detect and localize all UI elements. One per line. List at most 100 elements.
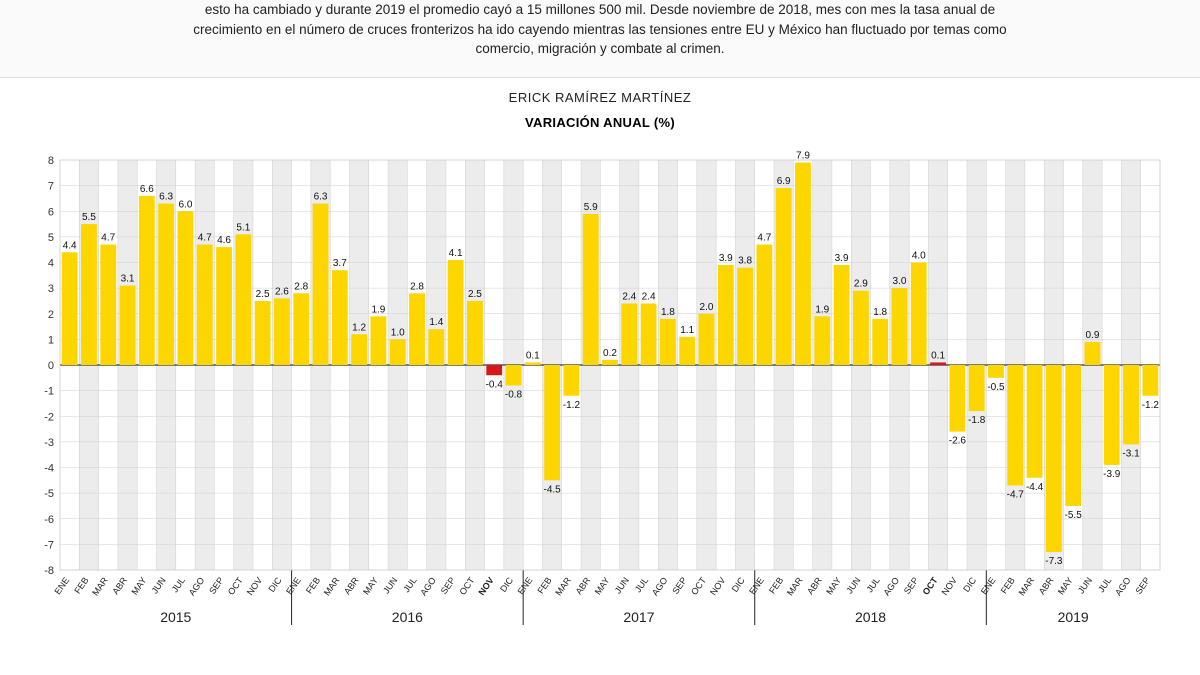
- svg-text:6: 6: [48, 206, 54, 218]
- svg-text:6.9: 6.9: [777, 176, 791, 187]
- svg-text:-7.3: -7.3: [1045, 556, 1063, 567]
- svg-text:5.1: 5.1: [236, 222, 250, 233]
- svg-text:SEP: SEP: [439, 575, 458, 595]
- svg-text:AGO: AGO: [418, 575, 438, 597]
- svg-text:3.7: 3.7: [333, 258, 347, 269]
- svg-text:2.4: 2.4: [642, 291, 656, 302]
- svg-text:FEB: FEB: [72, 575, 90, 595]
- svg-text:MAY: MAY: [593, 575, 612, 596]
- svg-text:OCT: OCT: [689, 575, 708, 597]
- svg-text:AGO: AGO: [187, 575, 207, 597]
- svg-text:NOV: NOV: [940, 575, 959, 597]
- svg-text:-1.2: -1.2: [563, 399, 581, 410]
- svg-text:-4.7: -4.7: [1007, 489, 1025, 500]
- svg-text:ENE: ENE: [52, 575, 71, 596]
- svg-text:6.3: 6.3: [314, 191, 328, 202]
- svg-text:FEB: FEB: [304, 575, 322, 595]
- svg-text:1.9: 1.9: [815, 304, 829, 315]
- svg-text:FEB: FEB: [999, 575, 1017, 595]
- svg-text:4.7: 4.7: [198, 232, 212, 243]
- svg-text:JUN: JUN: [844, 575, 862, 595]
- chart-title: VARIACIÓN ANUAL (%): [0, 111, 1200, 140]
- chart-container: -8-7-6-5-4-3-2-10123456784.45.54.73.16.6…: [0, 140, 1200, 640]
- svg-text:AGO: AGO: [650, 575, 670, 597]
- svg-text:MAR: MAR: [553, 575, 573, 598]
- svg-text:4.0: 4.0: [912, 250, 926, 261]
- svg-text:4.1: 4.1: [449, 248, 463, 259]
- svg-text:1: 1: [48, 334, 54, 346]
- svg-text:4.4: 4.4: [63, 240, 77, 251]
- svg-text:-0.8: -0.8: [505, 389, 523, 400]
- svg-text:OCT: OCT: [226, 575, 245, 597]
- svg-text:0.2: 0.2: [603, 348, 617, 359]
- svg-text:3.9: 3.9: [719, 253, 733, 264]
- svg-text:5.5: 5.5: [82, 212, 96, 223]
- svg-text:ENE: ENE: [747, 575, 766, 596]
- svg-text:MAY: MAY: [1056, 575, 1075, 596]
- svg-text:ENE: ENE: [979, 575, 998, 596]
- svg-text:JUL: JUL: [864, 575, 881, 594]
- svg-text:2.5: 2.5: [468, 289, 482, 300]
- svg-text:JUN: JUN: [1076, 575, 1094, 595]
- svg-text:3.1: 3.1: [121, 273, 135, 284]
- svg-text:3.0: 3.0: [893, 276, 907, 287]
- svg-text:4.7: 4.7: [757, 232, 771, 243]
- svg-text:MAR: MAR: [322, 575, 342, 598]
- svg-text:2.9: 2.9: [854, 278, 868, 289]
- svg-text:-1.8: -1.8: [968, 415, 986, 426]
- svg-text:JUL: JUL: [401, 575, 418, 594]
- svg-text:FEB: FEB: [536, 575, 554, 595]
- svg-text:MAY: MAY: [361, 575, 380, 596]
- svg-text:SEP: SEP: [207, 575, 226, 595]
- svg-text:6.0: 6.0: [178, 199, 192, 210]
- svg-text:2019: 2019: [1058, 609, 1089, 625]
- svg-text:-2.6: -2.6: [949, 435, 967, 446]
- svg-text:2.0: 2.0: [700, 301, 714, 312]
- svg-text:-4.4: -4.4: [1026, 481, 1044, 492]
- svg-text:-5.5: -5.5: [1065, 510, 1083, 521]
- svg-text:-2: -2: [44, 411, 54, 423]
- svg-text:ABR: ABR: [110, 575, 129, 596]
- svg-text:1.1: 1.1: [680, 325, 694, 336]
- svg-text:JUL: JUL: [633, 575, 650, 594]
- svg-text:-1: -1: [44, 385, 54, 397]
- svg-text:MAR: MAR: [785, 575, 805, 598]
- svg-text:OCT: OCT: [457, 575, 476, 597]
- svg-text:3.9: 3.9: [835, 253, 849, 264]
- svg-text:3: 3: [48, 283, 54, 295]
- svg-text:DIC: DIC: [498, 575, 515, 594]
- svg-text:DIC: DIC: [730, 575, 747, 594]
- svg-text:2015: 2015: [160, 609, 191, 625]
- svg-text:1.2: 1.2: [352, 322, 366, 333]
- svg-text:-4: -4: [44, 462, 54, 474]
- svg-text:3.8: 3.8: [738, 255, 752, 266]
- svg-text:JUL: JUL: [1096, 575, 1113, 594]
- svg-text:8: 8: [48, 155, 54, 167]
- svg-text:1.0: 1.0: [391, 327, 405, 338]
- svg-text:ABR: ABR: [574, 575, 593, 596]
- svg-text:-4.5: -4.5: [543, 484, 561, 495]
- svg-text:0: 0: [48, 360, 54, 372]
- svg-text:0.1: 0.1: [526, 350, 540, 361]
- svg-text:6.3: 6.3: [159, 191, 173, 202]
- svg-text:2.4: 2.4: [622, 291, 636, 302]
- svg-text:-7: -7: [44, 539, 54, 551]
- author-name: ERICK RAMÍREZ MARTÍNEZ: [0, 78, 1200, 111]
- svg-text:-0.5: -0.5: [987, 382, 1005, 393]
- svg-text:4: 4: [48, 257, 54, 269]
- svg-text:MAY: MAY: [129, 575, 148, 596]
- svg-text:7: 7: [48, 180, 54, 192]
- svg-text:5.9: 5.9: [584, 202, 598, 213]
- svg-text:SEP: SEP: [902, 575, 921, 595]
- svg-text:AGO: AGO: [1113, 575, 1133, 597]
- svg-text:MAR: MAR: [90, 575, 110, 598]
- svg-text:4.7: 4.7: [101, 232, 115, 243]
- svg-text:1.4: 1.4: [429, 317, 443, 328]
- svg-text:OCT: OCT: [921, 575, 940, 597]
- svg-text:ABR: ABR: [1037, 575, 1056, 596]
- svg-text:2: 2: [48, 308, 54, 320]
- svg-text:1.8: 1.8: [661, 307, 675, 318]
- svg-text:JUL: JUL: [170, 575, 187, 594]
- svg-text:-3.9: -3.9: [1103, 469, 1121, 480]
- svg-text:-0.4: -0.4: [486, 379, 504, 390]
